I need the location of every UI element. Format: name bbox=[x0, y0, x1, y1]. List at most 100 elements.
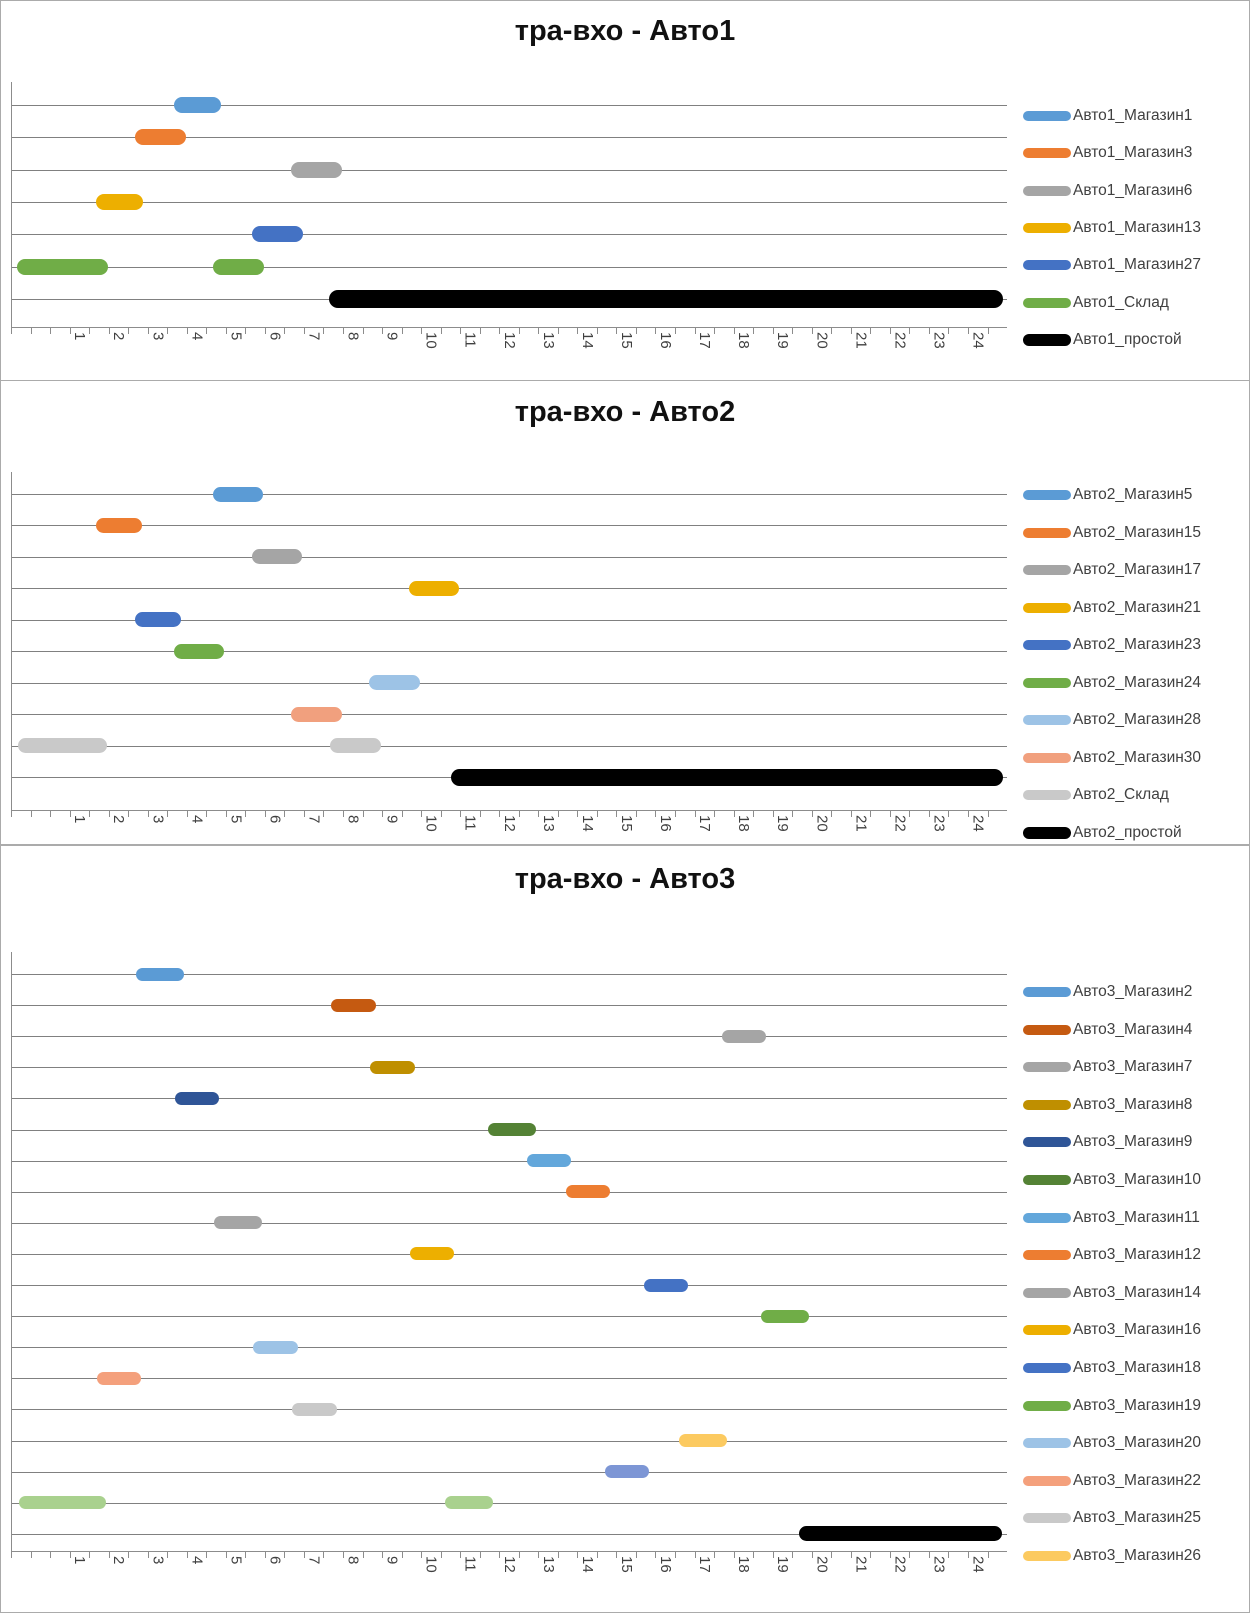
x-tick bbox=[694, 327, 696, 334]
x-tick bbox=[518, 810, 520, 817]
x-tick bbox=[343, 1551, 344, 1558]
legend-item[interactable]: Авто1_Магазин1 bbox=[1023, 107, 1192, 124]
bar-segment[interactable] bbox=[18, 1496, 107, 1510]
bar-segment[interactable] bbox=[604, 1465, 650, 1479]
bar-segment[interactable] bbox=[175, 1091, 220, 1105]
x-tick bbox=[889, 1551, 891, 1558]
x-tick-label: 15 bbox=[617, 815, 635, 832]
legend-item[interactable]: Авто3_Магазин16 bbox=[1023, 1321, 1201, 1338]
bar-segment[interactable] bbox=[487, 1123, 536, 1136]
bar-segment[interactable] bbox=[370, 1060, 415, 1074]
bar-segment[interactable] bbox=[95, 193, 143, 210]
bar-segment[interactable] bbox=[409, 1247, 454, 1261]
x-tick-label: 20 bbox=[813, 815, 831, 832]
legend-item[interactable]: Авто2_Склад bbox=[1023, 786, 1169, 803]
legend-item[interactable]: Авто3_Магазин8 bbox=[1023, 1096, 1192, 1113]
x-tick bbox=[577, 1551, 579, 1558]
bar-segment[interactable] bbox=[291, 706, 342, 722]
bar-segment[interactable] bbox=[251, 226, 303, 243]
legend-item[interactable]: Авто3_Магазин19 bbox=[1023, 1397, 1201, 1414]
x-tick bbox=[870, 327, 872, 334]
bar-segment[interactable] bbox=[450, 768, 1003, 786]
bar-segment[interactable] bbox=[444, 1496, 493, 1510]
x-tick bbox=[128, 810, 130, 817]
bar-segment[interactable] bbox=[213, 486, 264, 502]
legend-label: Авто3_Магазин10 bbox=[1073, 1171, 1202, 1188]
legend-label: Авто2_Магазин17 bbox=[1073, 561, 1202, 578]
legend-item[interactable]: Авто1_Магазин13 bbox=[1023, 219, 1201, 236]
legend-label: Авто2_Магазин23 bbox=[1073, 636, 1202, 653]
legend-item[interactable]: Авто2_Магазин24 bbox=[1023, 674, 1201, 691]
legend-item[interactable]: Авто3_Магазин9 bbox=[1023, 1133, 1192, 1150]
bar-segment[interactable] bbox=[761, 1309, 810, 1323]
legend-item[interactable]: Авто2_простой bbox=[1023, 824, 1182, 841]
legend-item[interactable]: Авто3_Магазин22 bbox=[1023, 1472, 1201, 1489]
x-tick bbox=[50, 1551, 52, 1558]
x-tick-label: 24 bbox=[969, 815, 987, 832]
legend-item[interactable]: Авто1_Склад bbox=[1023, 294, 1169, 311]
legend-item[interactable]: Авто3_Магазин2 bbox=[1023, 983, 1192, 1000]
legend-item[interactable]: Авто2_Магазин23 bbox=[1023, 636, 1202, 653]
legend-item[interactable]: Авто3_Магазин26 bbox=[1023, 1547, 1201, 1564]
x-tick bbox=[440, 1551, 442, 1558]
row-gridline bbox=[11, 266, 1007, 268]
legend-item[interactable]: Авто1_простой bbox=[1023, 331, 1182, 348]
bar-segment[interactable] bbox=[252, 549, 303, 565]
bar-segment[interactable] bbox=[679, 1434, 728, 1447]
bar-segment[interactable] bbox=[97, 1371, 142, 1385]
bar-segment[interactable] bbox=[214, 1216, 263, 1230]
bar-segment[interactable] bbox=[17, 738, 108, 754]
legend-item[interactable]: Авто3_Магазин10 bbox=[1023, 1171, 1202, 1188]
legend-label: Авто3_Магазин14 bbox=[1073, 1283, 1202, 1301]
x-tick bbox=[206, 1551, 208, 1558]
x-tick bbox=[948, 327, 950, 334]
legend-item[interactable]: Авто3_Магазин4 bbox=[1023, 1021, 1192, 1038]
x-tick bbox=[714, 327, 716, 334]
legend-item[interactable]: Авто1_Магазин27 bbox=[1023, 256, 1201, 273]
bar-segment[interactable] bbox=[799, 1526, 1002, 1542]
legend-item[interactable]: Авто2_Магазин15 bbox=[1023, 524, 1201, 541]
bar-segment[interactable] bbox=[292, 1402, 337, 1416]
bar-segment[interactable] bbox=[96, 517, 143, 533]
legend-item[interactable]: Авто3_Магазин7 bbox=[1023, 1058, 1192, 1075]
legend-item[interactable]: Авто1_Магазин3 bbox=[1023, 144, 1192, 161]
bar-segment[interactable] bbox=[643, 1278, 689, 1292]
legend-item[interactable]: Авто3_Магазин20 bbox=[1023, 1434, 1201, 1451]
x-tick bbox=[284, 1551, 286, 1558]
bar-segment[interactable] bbox=[290, 161, 342, 178]
x-tick bbox=[30, 327, 32, 334]
chart-title: тра-вхо - Авто3 bbox=[514, 863, 736, 895]
bar-segment[interactable] bbox=[135, 612, 182, 628]
bar-segment[interactable] bbox=[330, 738, 381, 754]
legend-item[interactable]: Авто2_Магазин30 bbox=[1023, 749, 1201, 766]
x-tick bbox=[714, 810, 716, 817]
bar-segment[interactable] bbox=[331, 998, 376, 1012]
legend-item[interactable]: Авто2_Магазин28 bbox=[1023, 711, 1201, 728]
legend-swatch bbox=[1023, 1438, 1071, 1449]
x-tick bbox=[50, 327, 52, 334]
bar-segment[interactable] bbox=[565, 1185, 611, 1199]
legend-item[interactable]: Авто3_Магазин18 bbox=[1023, 1359, 1201, 1376]
x-tick-label: 3 bbox=[149, 815, 167, 824]
legend-item[interactable]: Авто2_Магазин5 bbox=[1023, 486, 1192, 503]
bar-segment[interactable] bbox=[17, 258, 108, 275]
bar-segment[interactable] bbox=[212, 258, 264, 275]
bar-segment[interactable] bbox=[526, 1154, 571, 1168]
bar-segment[interactable] bbox=[136, 967, 185, 981]
legend-item[interactable]: Авто2_Магазин21 bbox=[1023, 599, 1201, 616]
legend-item[interactable]: Авто3_Магазин11 bbox=[1023, 1209, 1200, 1226]
x-tick bbox=[460, 1551, 462, 1558]
legend-item[interactable]: Авто3_Магазин12 bbox=[1023, 1246, 1201, 1263]
legend-item[interactable]: Авто3_Магазин14 bbox=[1023, 1283, 1202, 1301]
bar-segment[interactable] bbox=[722, 1029, 767, 1043]
legend-item[interactable]: Авто2_Магазин17 bbox=[1023, 561, 1202, 578]
bar-segment[interactable] bbox=[174, 643, 225, 659]
legend-item[interactable]: Авто3_Магазин25 bbox=[1023, 1509, 1201, 1526]
bar-segment[interactable] bbox=[328, 289, 1004, 308]
bar-segment[interactable] bbox=[369, 675, 420, 691]
bar-segment[interactable] bbox=[173, 97, 221, 113]
bar-segment[interactable] bbox=[134, 129, 186, 146]
legend-item[interactable]: Авто1_Магазин6 bbox=[1023, 182, 1192, 199]
bar-segment[interactable] bbox=[253, 1340, 298, 1354]
bar-segment[interactable] bbox=[408, 580, 459, 596]
